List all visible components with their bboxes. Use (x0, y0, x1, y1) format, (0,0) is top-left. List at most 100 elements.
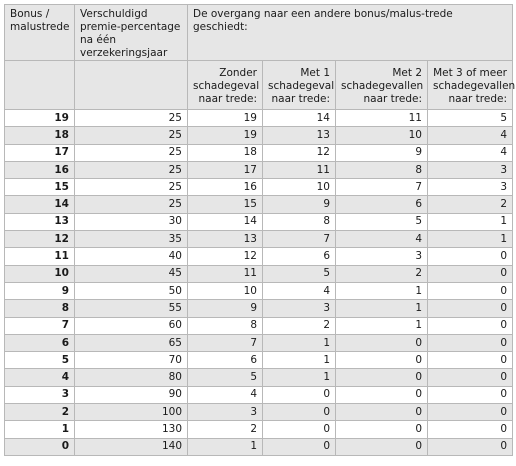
two-claims-cell: 0 (335, 368, 428, 387)
table-row: 10 45 11 5 2 0 (4, 264, 513, 283)
premium-cell: 25 (74, 160, 188, 180)
table-row: 15 25 16 10 7 3 (4, 178, 513, 197)
three-plus-claims-cell: 0 (427, 420, 513, 439)
one-claim-cell: 13 (262, 126, 336, 145)
three-plus-claims-cell: 0 (427, 403, 513, 422)
step-cell: 12 (4, 230, 75, 249)
one-claim-cell: 7 (262, 230, 336, 249)
two-claims-cell: 0 (335, 403, 428, 422)
one-claim-cell: 0 (262, 385, 336, 405)
header-one-claim: Met 1 schadegeval naar trede: (262, 60, 336, 110)
three-plus-claims-cell: 3 (427, 160, 513, 180)
premium-cell: 140 (74, 437, 188, 456)
premium-cell: 55 (74, 299, 188, 318)
one-claim-cell: 8 (262, 212, 336, 232)
table-row: 9 50 10 4 1 0 (4, 281, 513, 301)
premium-cell: 40 (74, 247, 188, 266)
one-claim-cell: 5 (262, 264, 336, 283)
three-plus-claims-cell: 0 (427, 299, 513, 318)
three-plus-claims-cell: 0 (427, 368, 513, 387)
premium-cell: 50 (74, 281, 188, 301)
one-claim-cell: 12 (262, 143, 336, 162)
no-claims-cell: 12 (187, 247, 263, 266)
step-cell: 10 (4, 264, 75, 283)
table-row: 1 130 2 0 0 0 (4, 420, 513, 439)
one-claim-cell: 11 (262, 160, 336, 180)
one-claim-cell: 0 (262, 437, 336, 456)
three-plus-claims-cell: 5 (427, 108, 513, 128)
table-row: 3 90 4 0 0 0 (4, 385, 513, 405)
premium-cell: 90 (74, 385, 188, 405)
header-no-claims: Zonder schadegeval naar trede: (187, 60, 263, 110)
header-premium: Verschuldigd premie-percentage na één ve… (74, 4, 188, 61)
two-claims-cell: 5 (335, 212, 428, 232)
no-claims-cell: 19 (187, 126, 263, 145)
no-claims-cell: 1 (187, 437, 263, 456)
table-row: 8 55 9 3 1 0 (4, 299, 513, 318)
one-claim-cell: 1 (262, 351, 336, 370)
premium-cell: 25 (74, 108, 188, 128)
three-plus-claims-cell: 0 (427, 385, 513, 405)
two-claims-cell: 0 (335, 333, 428, 353)
one-claim-cell: 1 (262, 368, 336, 387)
two-claims-cell: 8 (335, 160, 428, 180)
one-claim-cell: 0 (262, 403, 336, 422)
table-row: 14 25 15 9 6 2 (4, 195, 513, 214)
one-claim-cell: 14 (262, 108, 336, 128)
no-claims-cell: 19 (187, 108, 263, 128)
two-claims-cell: 1 (335, 299, 428, 318)
no-claims-cell: 17 (187, 160, 263, 180)
no-claims-cell: 5 (187, 368, 263, 387)
table-body: 19 25 19 14 11 5 18 25 19 13 10 4 17 25 18 12 9 4 16 25 17 11… (4, 108, 513, 456)
table-row: 2 100 3 0 0 0 (4, 403, 513, 422)
table-row: 19 25 19 14 11 5 (4, 108, 513, 128)
step-cell: 15 (4, 178, 75, 197)
no-claims-cell: 3 (187, 403, 263, 422)
three-plus-claims-cell: 0 (427, 437, 513, 456)
three-plus-claims-cell: 1 (427, 212, 513, 232)
no-claims-cell: 4 (187, 385, 263, 405)
premium-cell: 35 (74, 230, 188, 249)
one-claim-cell: 9 (262, 195, 336, 214)
two-claims-cell: 0 (335, 437, 428, 456)
three-plus-claims-cell: 0 (427, 333, 513, 353)
no-claims-cell: 6 (187, 351, 263, 370)
table-row: 6 65 7 1 0 0 (4, 333, 513, 353)
premium-cell: 25 (74, 178, 188, 197)
three-plus-claims-cell: 0 (427, 351, 513, 370)
no-claims-cell: 14 (187, 212, 263, 232)
step-cell: 18 (4, 126, 75, 145)
no-claims-cell: 7 (187, 333, 263, 353)
premium-cell: 65 (74, 333, 188, 353)
table-row: 11 40 12 6 3 0 (4, 247, 513, 266)
table-row: 17 25 18 12 9 4 (4, 143, 513, 162)
premium-cell: 60 (74, 316, 188, 335)
one-claim-cell: 4 (262, 281, 336, 301)
three-plus-claims-cell: 4 (427, 126, 513, 145)
two-claims-cell: 0 (335, 385, 428, 405)
premium-cell: 130 (74, 420, 188, 439)
header-premium-blank (74, 60, 188, 110)
table-row: 13 30 14 8 5 1 (4, 212, 513, 232)
table-row: 16 25 17 11 8 3 (4, 160, 513, 180)
three-plus-claims-cell: 4 (427, 143, 513, 162)
step-cell: 19 (4, 108, 75, 128)
no-claims-cell: 11 (187, 264, 263, 283)
one-claim-cell: 1 (262, 333, 336, 353)
two-claims-cell: 7 (335, 178, 428, 197)
table-row: 12 35 13 7 4 1 (4, 230, 513, 249)
step-cell: 14 (4, 195, 75, 214)
two-claims-cell: 0 (335, 351, 428, 370)
premium-cell: 80 (74, 368, 188, 387)
one-claim-cell: 10 (262, 178, 336, 197)
premium-cell: 70 (74, 351, 188, 370)
no-claims-cell: 8 (187, 316, 263, 335)
three-plus-claims-cell: 0 (427, 316, 513, 335)
two-claims-cell: 1 (335, 316, 428, 335)
table-row: 18 25 19 13 10 4 (4, 126, 513, 145)
no-claims-cell: 18 (187, 143, 263, 162)
header-step: Bonus / malustrede (4, 4, 75, 61)
no-claims-cell: 2 (187, 420, 263, 439)
two-claims-cell: 4 (335, 230, 428, 249)
premium-cell: 30 (74, 212, 188, 232)
